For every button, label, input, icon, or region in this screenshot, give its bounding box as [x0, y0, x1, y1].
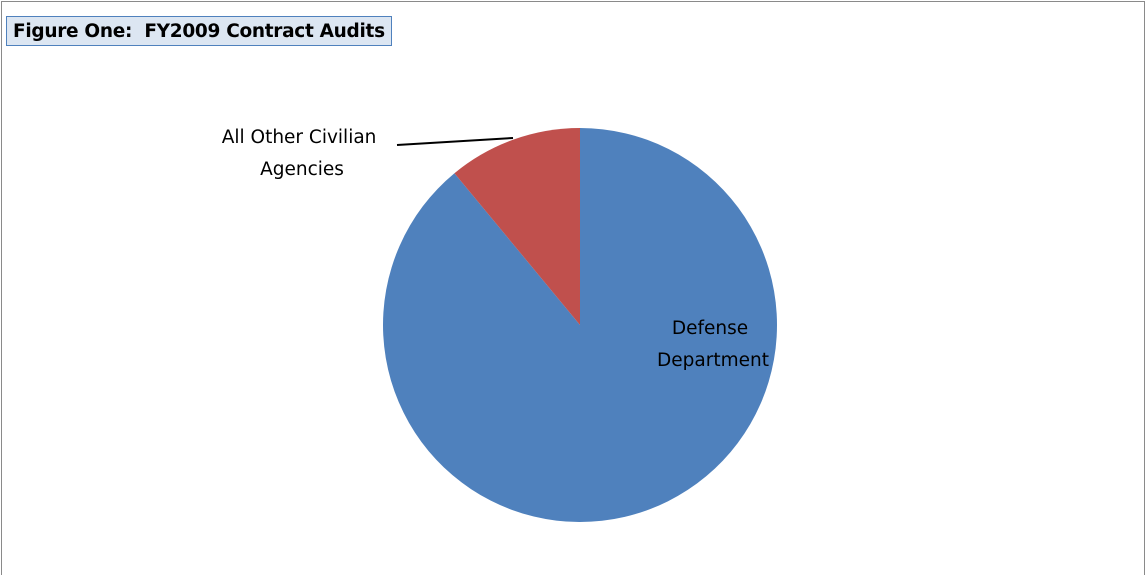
slice-label-civilian-line-1: All Other Civilian	[222, 127, 377, 148]
chart-title-box: Figure One: FY2009 Contract Audits	[6, 16, 392, 46]
chart-title: Figure One: FY2009 Contract Audits	[13, 20, 385, 42]
pie-slice-1	[454, 128, 580, 325]
slice-label-defense: Defense Department	[657, 318, 769, 371]
slice-label-defense-line-2: Department	[657, 350, 769, 371]
leader-line-civilian	[396, 137, 514, 146]
slice-label-civilian-line-2: Agencies	[260, 159, 344, 180]
slice-label-civilian: All Other Civilian Agencies	[222, 127, 383, 180]
pie-slices	[383, 128, 777, 522]
slice-label-defense-line-1: Defense	[672, 318, 748, 339]
